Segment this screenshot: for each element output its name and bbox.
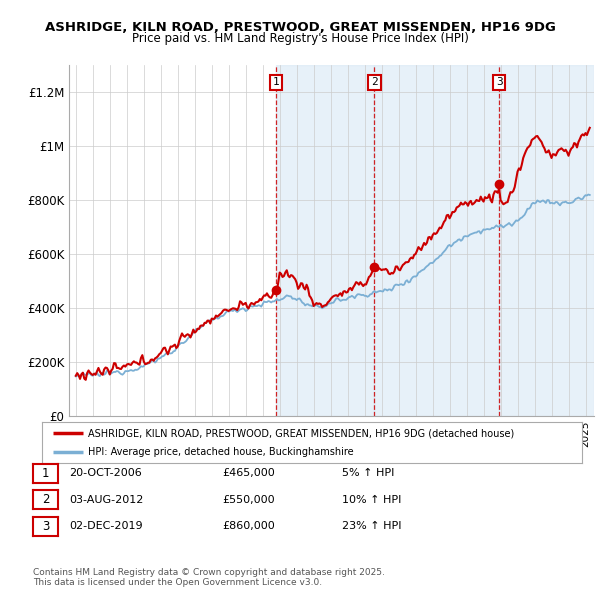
Text: 3: 3	[42, 520, 49, 533]
Text: 02-DEC-2019: 02-DEC-2019	[69, 522, 143, 531]
Text: 5% ↑ HPI: 5% ↑ HPI	[342, 468, 394, 478]
Text: 1: 1	[273, 77, 280, 87]
Text: £465,000: £465,000	[222, 468, 275, 478]
Bar	[276, 65, 374, 416]
Bar	[499, 65, 594, 416]
Text: 3: 3	[496, 77, 503, 87]
Text: Contains HM Land Registry data © Crown copyright and database right 2025.
This d: Contains HM Land Registry data © Crown c…	[33, 568, 385, 587]
Text: 2: 2	[42, 493, 49, 506]
Text: HPI: Average price, detached house, Buckinghamshire: HPI: Average price, detached house, Buck…	[88, 447, 353, 457]
Text: 10% ↑ HPI: 10% ↑ HPI	[342, 495, 401, 504]
Text: 2: 2	[371, 77, 378, 87]
Text: ASHRIDGE, KILN ROAD, PRESTWOOD, GREAT MISSENDEN, HP16 9DG: ASHRIDGE, KILN ROAD, PRESTWOOD, GREAT MI…	[44, 21, 556, 34]
Text: £860,000: £860,000	[222, 522, 275, 531]
Text: 1: 1	[42, 467, 49, 480]
Text: 03-AUG-2012: 03-AUG-2012	[69, 495, 143, 504]
Text: 20-OCT-2006: 20-OCT-2006	[69, 468, 142, 478]
Bar	[374, 65, 499, 416]
Text: £550,000: £550,000	[222, 495, 275, 504]
Text: 23% ↑ HPI: 23% ↑ HPI	[342, 522, 401, 531]
Text: Price paid vs. HM Land Registry's House Price Index (HPI): Price paid vs. HM Land Registry's House …	[131, 32, 469, 45]
Text: ASHRIDGE, KILN ROAD, PRESTWOOD, GREAT MISSENDEN, HP16 9DG (detached house): ASHRIDGE, KILN ROAD, PRESTWOOD, GREAT MI…	[88, 428, 514, 438]
